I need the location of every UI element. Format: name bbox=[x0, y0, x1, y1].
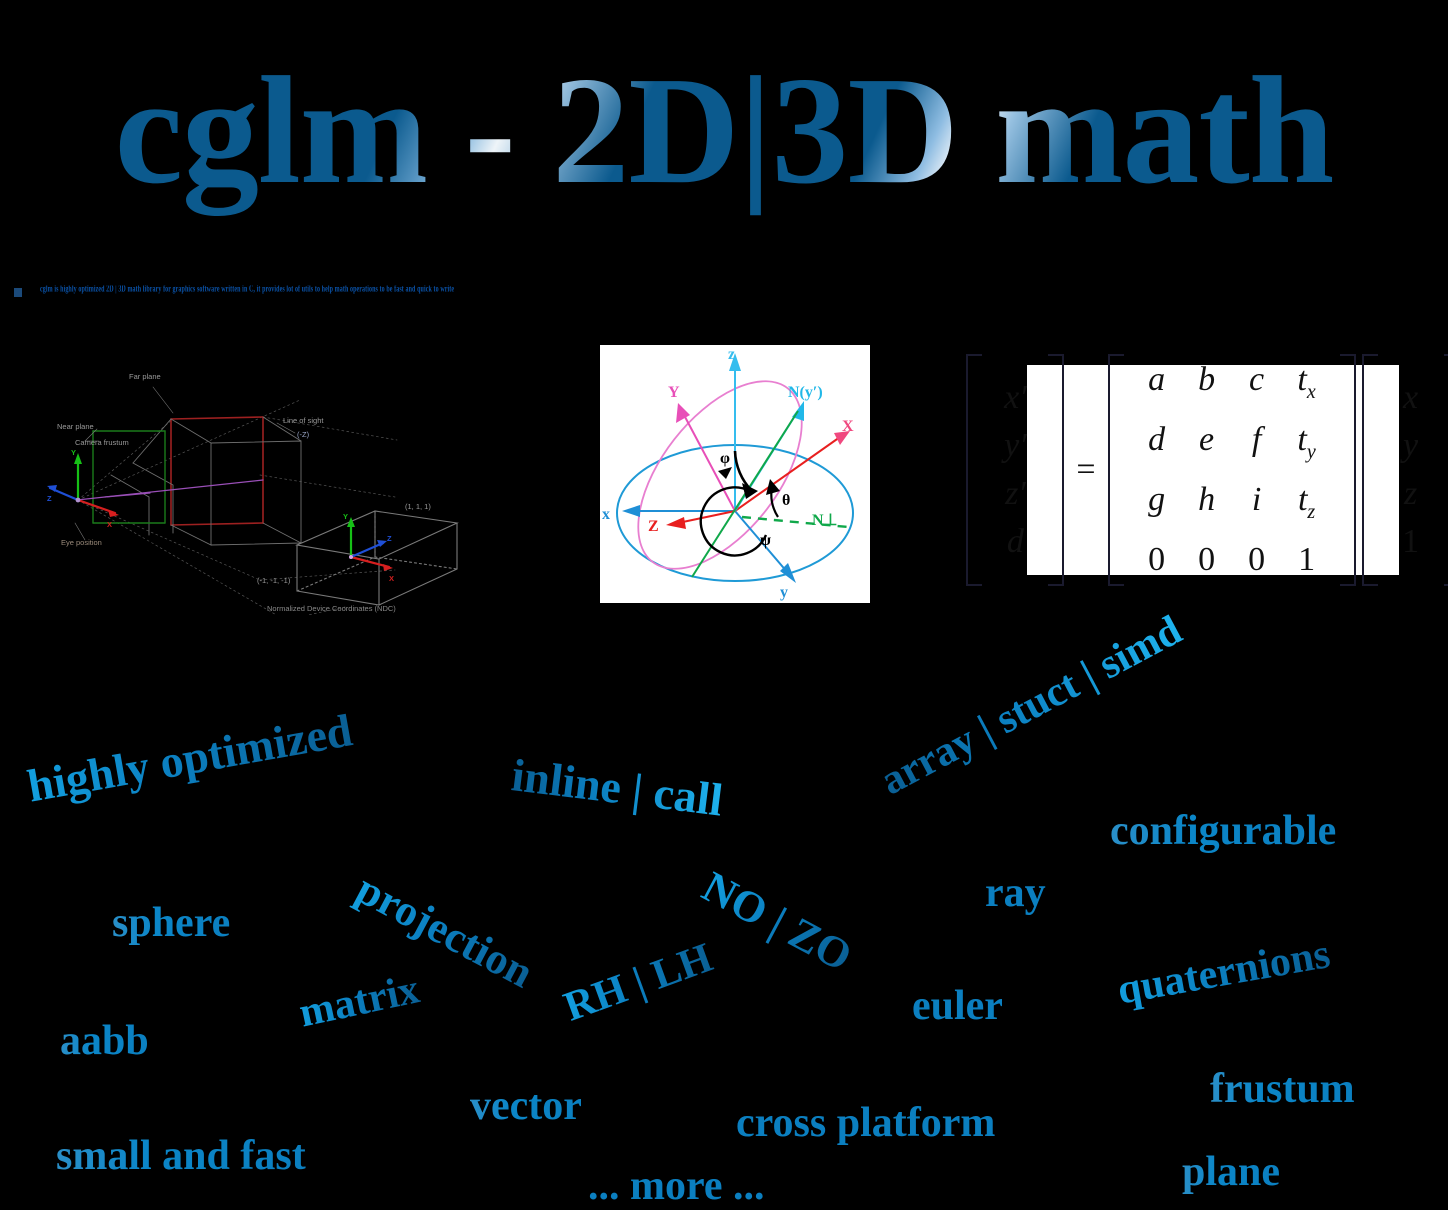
label-ndc-max: (1, 1, 1) bbox=[405, 502, 431, 511]
lhs-cell: x′ bbox=[1004, 379, 1027, 416]
rhs-cell: z bbox=[1403, 475, 1418, 512]
label-ndc-axis-x: X bbox=[389, 574, 394, 583]
wordcloud-item: highly optimized bbox=[23, 704, 356, 812]
page-title: cglm - 2D|3D math bbox=[0, 46, 1448, 216]
label-eye-position: Eye position bbox=[61, 538, 102, 547]
subline-row: cglm is highly optimized 2D | 3D math li… bbox=[10, 284, 1440, 304]
label-x-lower: x bbox=[602, 506, 610, 523]
wordcloud-item: quaternions bbox=[1114, 931, 1334, 1014]
rhs-vector: x y z 1 bbox=[1384, 372, 1438, 568]
wordcloud-item: small and fast bbox=[56, 1133, 306, 1179]
label-line-of-sight: Line of sight bbox=[283, 416, 324, 425]
label-line-of-sight-axis: (-Z) bbox=[297, 430, 310, 439]
wordcloud-item: inline | call bbox=[508, 749, 726, 826]
matrix-cell: f bbox=[1251, 421, 1262, 459]
matrix-cell: tx bbox=[1297, 361, 1316, 404]
label-N-y-prime: N(y′) bbox=[788, 384, 823, 401]
label-camera-frustum: Camera frustum bbox=[75, 438, 129, 447]
wordcloud-item: ray bbox=[985, 870, 1046, 916]
lhs-cell: d bbox=[1006, 523, 1024, 560]
camera-frustum-ndc-figure: Far plane Camera frustum Near plane Line… bbox=[45, 345, 485, 615]
title-bar: cglm - 2D|3D math bbox=[0, 46, 1448, 226]
matrix-cell: b bbox=[1198, 361, 1216, 399]
wordcloud-item: cross platform bbox=[736, 1100, 996, 1146]
wordcloud-item: RH | LH bbox=[558, 934, 719, 1031]
affine-matrix-figure: x′ y′ z′ d = a b c tx d e f ty g h i tz … bbox=[966, 354, 1448, 586]
square-bullet-icon bbox=[14, 288, 22, 297]
label-ndc-min: (-1, -1, -1) bbox=[257, 576, 291, 585]
rhs-cell: x bbox=[1403, 379, 1419, 416]
label-axis-x: X bbox=[107, 520, 112, 529]
equals-sign: = bbox=[1076, 451, 1096, 488]
wordcloud-item: ... more ... bbox=[588, 1163, 765, 1209]
wordcloud-item: vector bbox=[470, 1083, 582, 1129]
transform-matrix: a b c tx d e f ty g h i tz 0 0 0 1 bbox=[1130, 354, 1334, 585]
matrix-cell: 0 bbox=[1148, 540, 1166, 578]
lhs-cell: y′ bbox=[1004, 427, 1027, 464]
euler-svg: z x y Z X Y N(y′) N⊥ φ θ ψ bbox=[602, 346, 854, 601]
feature-word-cloud: highly optimized inline | call array | stu… bbox=[0, 600, 1448, 1209]
label-far-plane: Far plane bbox=[129, 372, 161, 381]
label-Y: Y bbox=[668, 384, 680, 401]
bracket-left-rhs bbox=[1361, 354, 1378, 586]
label-axis-z: Z bbox=[47, 494, 52, 503]
label-psi: ψ bbox=[760, 532, 771, 549]
bracket-right-matrix bbox=[1339, 354, 1356, 586]
caption-ndc: Normalized Device Coordinates (NDC) bbox=[267, 604, 396, 613]
euler-angles-figure: z x y Z X Y N(y′) N⊥ φ θ ψ bbox=[600, 345, 870, 603]
wordcloud-item: NO | ZO bbox=[694, 861, 860, 981]
frustum-svg: Far plane Camera frustum Near plane Line… bbox=[47, 372, 459, 615]
label-axis-y: Y bbox=[71, 448, 76, 457]
wordcloud-item: frustum bbox=[1210, 1066, 1355, 1112]
wordcloud-item: configurable bbox=[1110, 808, 1337, 854]
label-near-plane: Near plane bbox=[57, 422, 94, 431]
rhs-cell: 1 bbox=[1402, 523, 1420, 560]
wordcloud-item: array | stuct | simd bbox=[873, 607, 1190, 805]
label-ndc-axis-y: Y bbox=[343, 512, 348, 521]
matrix-cell: 0 bbox=[1198, 540, 1216, 578]
label-ndc-axis-z: Z bbox=[387, 534, 392, 543]
label-phi: φ bbox=[720, 450, 730, 467]
matrix-cell: 0 bbox=[1248, 540, 1266, 578]
label-N-perp: N⊥ bbox=[812, 512, 838, 529]
label-z-upper: z bbox=[728, 346, 735, 363]
matrix-cell: h bbox=[1198, 480, 1216, 518]
lhs-vector: x′ y′ z′ d bbox=[988, 372, 1042, 568]
matrix-cell: 1 bbox=[1298, 540, 1316, 578]
matrix-cell: d bbox=[1148, 421, 1166, 459]
bracket-right-lhs bbox=[1048, 354, 1065, 586]
bracket-left-matrix bbox=[1107, 354, 1124, 586]
matrix-cell: tz bbox=[1297, 480, 1316, 523]
matrix-cell: c bbox=[1249, 361, 1265, 399]
bracket-left-lhs bbox=[966, 354, 983, 586]
wordcloud-item: plane bbox=[1182, 1149, 1281, 1195]
label-theta: θ bbox=[782, 492, 790, 509]
label-Z: Z bbox=[648, 518, 659, 535]
subline-text: cglm is highly optimized 2D | 3D math li… bbox=[40, 285, 455, 295]
rhs-cell: y bbox=[1403, 427, 1419, 464]
wordcloud-item: euler bbox=[912, 983, 1003, 1029]
bracket-right-rhs bbox=[1443, 354, 1448, 586]
wordcloud-item: sphere bbox=[112, 900, 231, 946]
wordcloud-item: matrix bbox=[295, 966, 424, 1037]
matrix-cell: g bbox=[1148, 480, 1166, 518]
label-y-lower: y bbox=[780, 584, 788, 601]
matrix-cell: ty bbox=[1297, 421, 1316, 463]
label-X: X bbox=[842, 418, 854, 435]
matrix-cell: a bbox=[1148, 361, 1166, 399]
wordcloud-item: aabb bbox=[60, 1018, 149, 1064]
lhs-cell: z′ bbox=[1005, 475, 1026, 512]
matrix-cell: i bbox=[1251, 480, 1262, 518]
matrix-cell: e bbox=[1199, 421, 1215, 459]
